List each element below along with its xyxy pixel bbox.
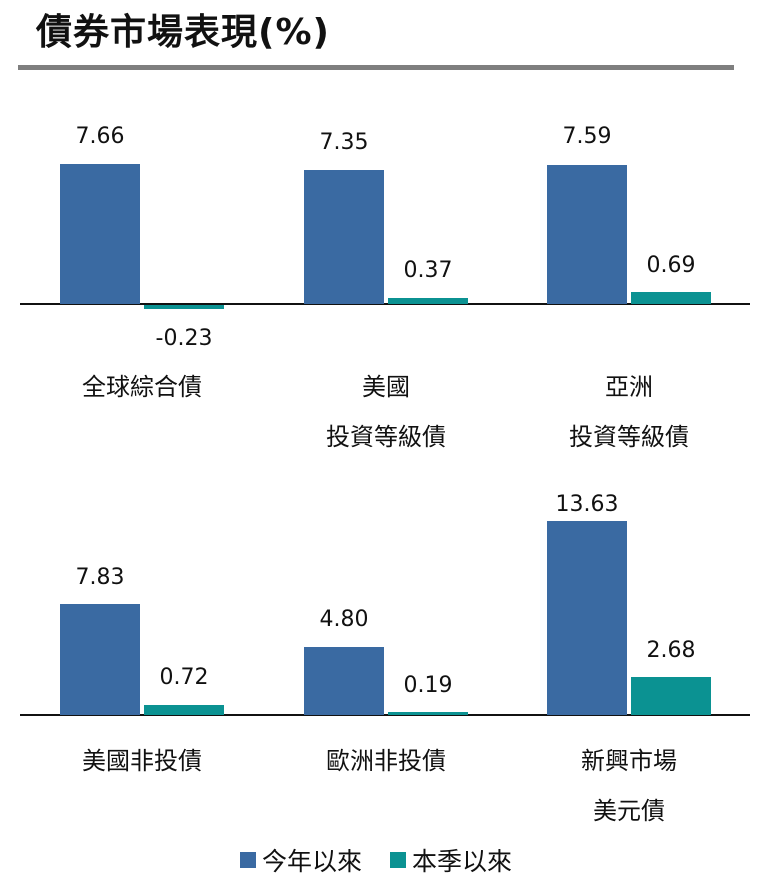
- value-label: 0.72: [159, 665, 209, 690]
- legend-item-ytd: 今年以來: [240, 842, 362, 878]
- title-divider: [18, 65, 734, 70]
- value-label: 7.59: [562, 124, 612, 149]
- bar-qtd-eu-hy: [388, 712, 468, 715]
- bar-qtd-us-hy: [144, 705, 224, 715]
- bar-ytd-global-agg: [60, 164, 140, 304]
- value-label: 7.66: [75, 124, 125, 149]
- top-zero-axis: [20, 303, 750, 305]
- legend-item-qtd: 本季以來: [390, 842, 512, 878]
- legend-swatch-qtd: [390, 852, 407, 868]
- value-label: 0.37: [403, 258, 453, 283]
- bottom-zero-axis: [20, 714, 750, 716]
- bar-ytd-asia-ig: [547, 165, 627, 304]
- bar-qtd-asia-ig: [631, 292, 711, 304]
- category-label: 亞洲: [605, 373, 653, 401]
- value-label: 7.35: [319, 130, 369, 155]
- bar-qtd-em-usd: [631, 677, 711, 715]
- value-label: 2.68: [646, 638, 696, 663]
- category-label: 美國非投債: [82, 747, 202, 775]
- top-chart-panel: 7.66 -0.23 全球綜合債 7.35 0.37 美國 投資等級債 7.59…: [20, 124, 750, 451]
- legend-label-ytd: 今年以來: [262, 847, 363, 876]
- category-label: 歐洲非投債: [326, 747, 446, 775]
- value-label: 0.69: [646, 253, 696, 278]
- bar-qtd-us-ig: [388, 298, 468, 304]
- category-label-line2: 美元債: [593, 797, 665, 825]
- value-label: 4.80: [319, 607, 369, 632]
- category-label: 全球綜合債: [82, 373, 202, 401]
- category-label-line2: 投資等級債: [569, 423, 689, 451]
- chart-legend: 今年以來 本季以來: [240, 842, 540, 878]
- category-label-line2: 投資等級債: [326, 423, 446, 451]
- category-label: 新興市場: [581, 747, 677, 775]
- bar-qtd-global-agg: [144, 305, 224, 309]
- bottom-chart-panel: 7.83 0.72 美國非投債 4.80 0.19 歐洲非投債 13.63 2.…: [20, 492, 750, 825]
- value-label: 7.83: [75, 565, 125, 590]
- bar-ytd-eu-hy: [304, 647, 384, 715]
- bar-ytd-us-ig: [304, 170, 384, 304]
- bar-ytd-em-usd: [547, 521, 627, 715]
- legend-label-qtd: 本季以來: [412, 847, 513, 876]
- chart-title: 債券市場表現(%): [36, 12, 330, 53]
- legend-swatch-ytd: [240, 852, 256, 868]
- value-label: -0.23: [155, 326, 213, 351]
- value-label: 0.19: [403, 673, 453, 698]
- bar-ytd-us-hy: [60, 604, 140, 715]
- value-label: 13.63: [555, 492, 619, 517]
- category-label: 美國: [362, 373, 410, 401]
